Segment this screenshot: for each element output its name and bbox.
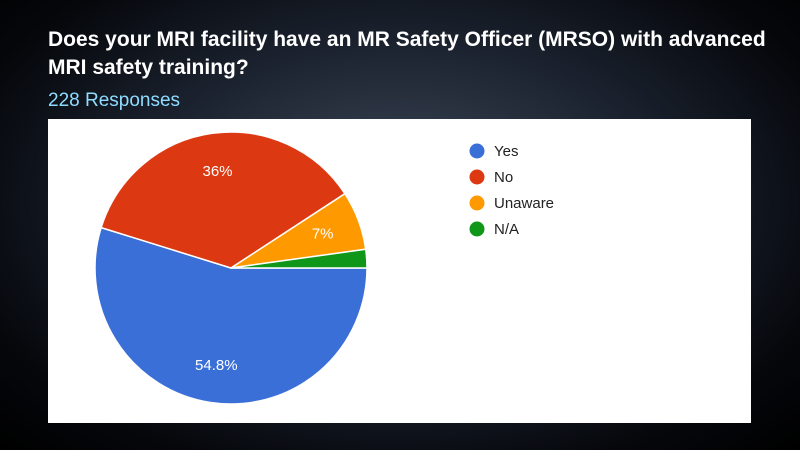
pie-slice-yes: [94, 226, 368, 405]
legend-label-no: No: [494, 169, 513, 186]
legend-swatch-yes: [469, 143, 485, 159]
legend-swatch-n-a: [469, 221, 485, 237]
chart-panel: 54.8% 36% 7% Yes No Unaware N/A: [48, 119, 751, 423]
legend-label-unaware: Unaware: [494, 195, 554, 212]
legend-label-yes: Yes: [494, 143, 518, 160]
pie-chart: 54.8% 36% 7% Yes No Unaware N/A: [94, 131, 554, 405]
pie-slice-n-a: [230, 248, 368, 269]
slide-title: Does your MRI facility have an MR Safety…: [48, 28, 766, 79]
pie-slice-no: [100, 131, 346, 269]
legend-swatch-unaware: [469, 195, 485, 211]
legend-swatch-no: [469, 169, 485, 185]
slice-label-no: 36%: [202, 163, 232, 180]
slice-label-yes: 54.8%: [195, 357, 238, 374]
responses-count: 228 Responses: [48, 90, 181, 111]
slice-label-unaware: 7%: [312, 226, 334, 243]
legend-label-n-a: N/A: [494, 221, 519, 238]
